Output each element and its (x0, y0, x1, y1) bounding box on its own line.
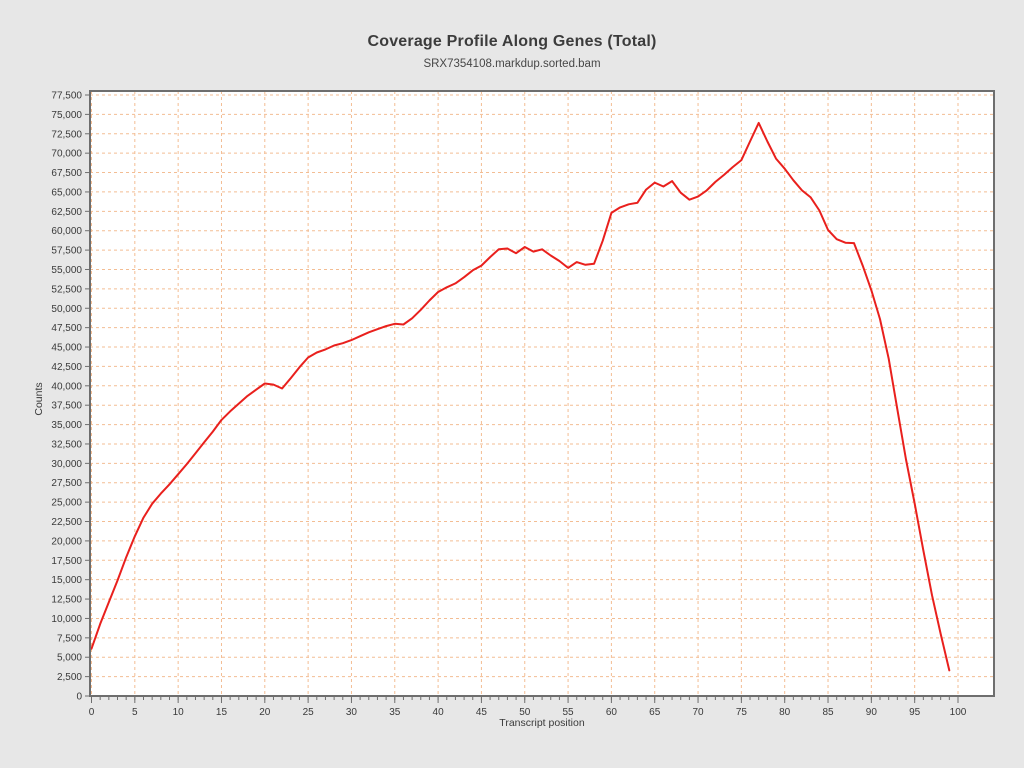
y-tick-label: 50,000 (51, 304, 82, 315)
plot-border (89, 90, 995, 697)
y-tick-label: 72,500 (51, 129, 82, 140)
chart-subtitle: SRX7354108.markdup.sorted.bam (423, 58, 601, 70)
x-tick-label: 60 (606, 707, 618, 718)
y-tick-label: 20,000 (51, 536, 82, 547)
x-tick-label: 20 (259, 707, 271, 718)
x-tick-label: 85 (822, 707, 834, 718)
y-tick-label: 25,000 (51, 498, 82, 509)
y-tick-label: 45,000 (51, 343, 82, 354)
x-tick-label: 5 (132, 707, 138, 718)
y-tick-label: 0 (76, 692, 82, 703)
chart-title: Coverage Profile Along Genes (Total) (367, 33, 657, 50)
y-tick-label: 47,500 (51, 323, 82, 334)
y-tick-label: 70,000 (51, 149, 82, 160)
x-tick-label: 15 (216, 707, 228, 718)
x-tick-label: 45 (476, 707, 488, 718)
x-tick-label: 95 (909, 707, 921, 718)
y-tick-label: 37,500 (51, 401, 82, 412)
coverage-series-line (90, 121, 951, 672)
plot-panel (90, 91, 994, 696)
y-tick-label: 35,000 (51, 420, 82, 431)
y-tick-label: 5,000 (57, 653, 82, 664)
x-tick-label: 10 (173, 707, 185, 718)
y-tick-label: 55,000 (51, 265, 82, 276)
x-tick-label: 50 (519, 707, 531, 718)
y-tick-label: 12,500 (51, 595, 82, 606)
y-tick-label: 42,500 (51, 362, 82, 373)
x-tick-label: 0 (89, 707, 95, 718)
y-tick-label: 2,500 (57, 672, 82, 683)
y-tick-label: 57,500 (51, 246, 82, 257)
y-tick-label: 22,500 (51, 517, 82, 528)
y-tick-label: 10,000 (51, 614, 82, 625)
y-tick-label: 17,500 (51, 556, 82, 567)
y-tick-label: 52,500 (51, 284, 82, 295)
x-tick-label: 25 (303, 707, 315, 718)
y-tick-label: 77,500 (51, 91, 82, 102)
x-tick-label: 40 (433, 707, 445, 718)
y-tick-label: 7,500 (57, 633, 82, 644)
y-tick-label: 67,500 (51, 168, 82, 179)
x-axis-title: Transcript position (499, 717, 585, 729)
y-tick-label: 30,000 (51, 459, 82, 470)
y-tick-label: 40,000 (51, 381, 82, 392)
y-tick-label: 75,000 (51, 110, 82, 121)
y-tick-label: 65,000 (51, 187, 82, 198)
y-tick-label: 60,000 (51, 226, 82, 237)
y-tick-label: 15,000 (51, 575, 82, 586)
x-tick-label: 55 (563, 707, 575, 718)
y-tick-label: 32,500 (51, 439, 82, 450)
x-tick-label: 75 (736, 707, 748, 718)
x-tick-label: 80 (779, 707, 791, 718)
x-tick-label: 70 (692, 707, 704, 718)
x-tick-label: 35 (389, 707, 401, 718)
x-tick-label: 30 (346, 707, 358, 718)
x-tick-label: 90 (866, 707, 878, 718)
y-tick-label: 62,500 (51, 207, 82, 218)
x-tick-label: 65 (649, 707, 661, 718)
y-tick-label: 27,500 (51, 478, 82, 489)
x-tick-label: 100 (950, 707, 967, 718)
